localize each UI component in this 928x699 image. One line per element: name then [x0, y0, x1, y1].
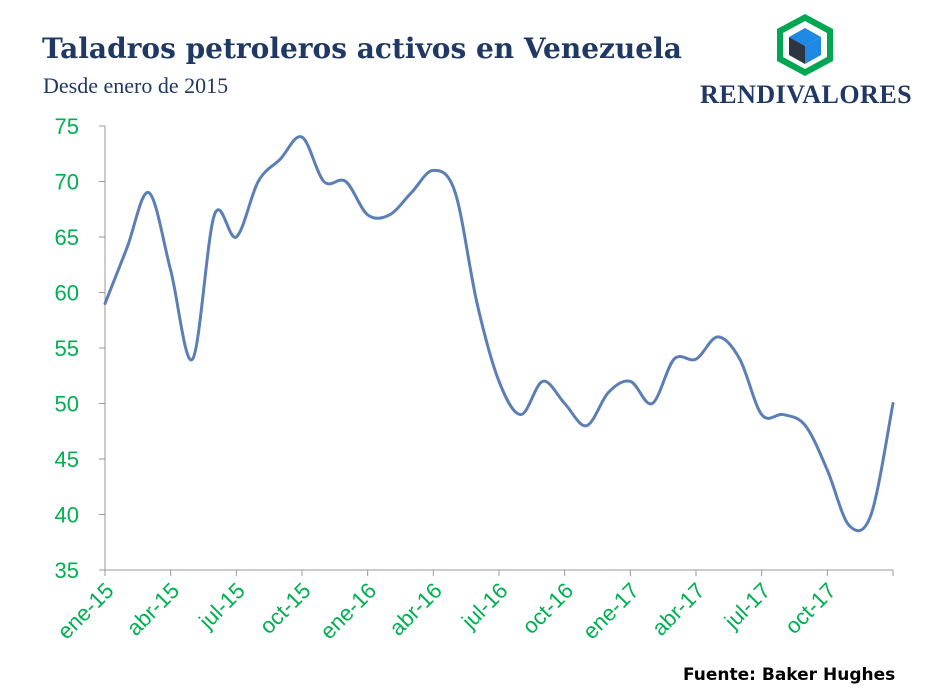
x-tick-label: jul-15	[193, 578, 249, 634]
x-tick-label: jul-17	[719, 578, 775, 634]
y-tick-label: 55	[55, 336, 79, 361]
y-tick-label: 70	[55, 170, 79, 195]
x-tick-label: ene-16	[315, 578, 381, 644]
x-tick-label: jul-16	[456, 578, 512, 634]
chart-subtitle: Desde enero de 2015	[43, 73, 229, 98]
x-tick-label: oct-17	[780, 578, 841, 639]
y-tick-label: 35	[55, 558, 79, 583]
source-note: Fuente: Baker Hughes	[683, 665, 896, 685]
y-tick-label: 65	[55, 225, 79, 250]
x-tick-label: oct-16	[517, 578, 578, 639]
brand-name: RENDIVALORES	[700, 80, 913, 109]
y-tick-label: 60	[55, 281, 79, 306]
x-tick-label: abr-17	[647, 578, 710, 641]
x-tick-label: ene-15	[52, 578, 118, 644]
x-tick-label: oct-15	[255, 578, 316, 639]
chart-title: Taladros petroleros activos en Venezuela	[42, 32, 682, 65]
y-tick-label: 40	[55, 503, 79, 528]
x-axis: ene-15 abr-15 jul-15 oct-15 ene-16 abr-16 jul-…	[52, 569, 894, 644]
y-tick-label: 50	[55, 392, 79, 417]
x-tick-label: abr-15	[122, 578, 185, 641]
y-axis: 35 40 45 50 55 60 65 70 75	[55, 114, 106, 583]
x-tick-label: ene-17	[578, 578, 644, 644]
series-line	[103, 135, 895, 533]
cube-hexagon-icon	[777, 14, 833, 76]
y-tick-label: 45	[55, 447, 79, 472]
y-tick-label: 75	[55, 114, 79, 139]
x-tick-label: abr-16	[384, 578, 447, 641]
